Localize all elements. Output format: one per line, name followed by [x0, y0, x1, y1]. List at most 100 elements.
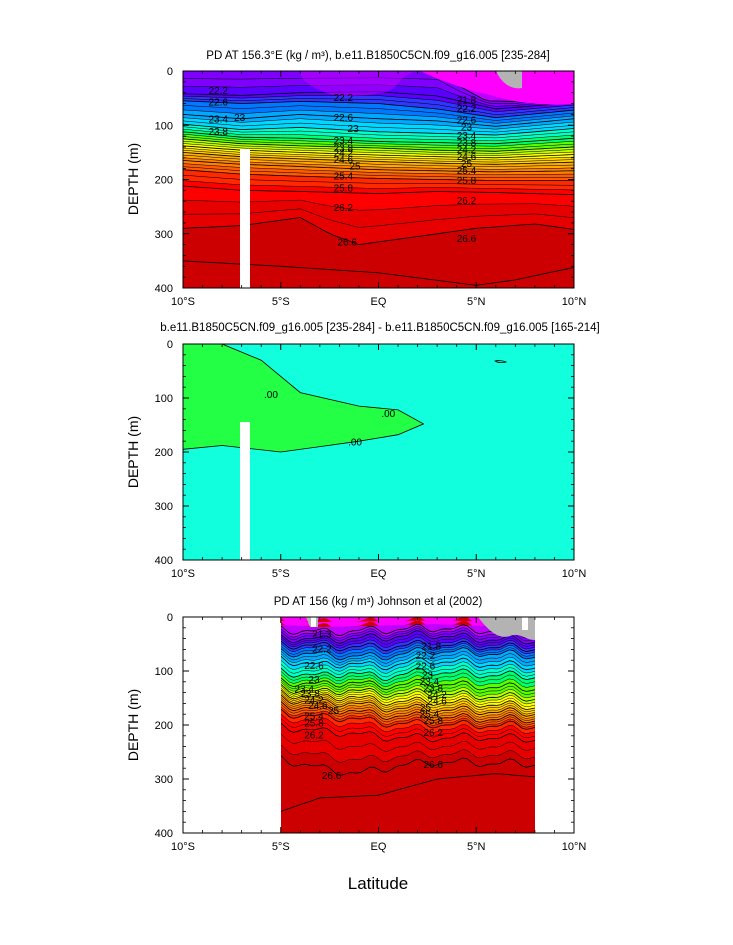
y-tick-label: 0: [167, 612, 173, 624]
x-tick-label: 5°N: [467, 296, 486, 308]
isopycnal-contour-minor: [281, 628, 535, 642]
contour-label: 22.2: [334, 93, 354, 104]
x-tick-label: 10°S: [171, 568, 195, 580]
contour-label: 24.2: [457, 145, 477, 156]
isopycnal-contour-minor: [281, 674, 535, 688]
isopycnal-contour: [281, 647, 535, 661]
isopycnal-contour: [281, 630, 535, 645]
density-band: [183, 166, 574, 181]
density-band-deep: [183, 217, 574, 288]
isopycnal-contour-minor: [281, 697, 535, 719]
contour-label: 23: [348, 124, 360, 135]
density-band: [281, 630, 535, 647]
density-band: [183, 95, 574, 115]
panel-2-contour-labels: .00 .00 .00: [264, 390, 396, 449]
panel-3-white-notch-b: [522, 617, 528, 630]
density-band: [183, 131, 574, 147]
x-tick-label: 5°N: [467, 568, 486, 580]
x-tick-label: 10°S: [171, 841, 195, 853]
density-band: [183, 138, 574, 154]
density-band: [183, 163, 574, 178]
isopycnal-contour: [183, 138, 574, 152]
density-band: [281, 688, 535, 710]
x-tick-label: 10°N: [562, 568, 587, 580]
isopycnal-contour-minor: [281, 733, 535, 752]
contour-label: 21.3: [312, 630, 332, 641]
isopycnal-contour-minor: [183, 128, 574, 142]
contour-label: 24.6: [457, 152, 477, 163]
x-tick-label: EQ: [371, 841, 387, 853]
panel-2-missing-strip: [240, 422, 250, 560]
density-band: [183, 152, 574, 167]
isopycnal-contour-minor: [281, 650, 535, 664]
isopycnal-contour-minor: [281, 681, 535, 699]
contour-label: 26.6: [337, 238, 357, 249]
x-tick-label: 10°S: [171, 296, 195, 308]
density-band: [183, 84, 574, 109]
contour-label: 26.2: [304, 731, 324, 742]
y-tick-label: 100: [155, 120, 173, 132]
y-tick-label: 200: [155, 720, 173, 732]
density-band: [281, 744, 535, 776]
x-tick-label: 5°S: [272, 296, 290, 308]
isopycnal-contour-minor: [281, 693, 535, 715]
contour-label: 25: [420, 703, 432, 714]
contour-label: 22.6: [334, 113, 354, 124]
density-band: [281, 680, 535, 698]
isopycnal-contour: [281, 722, 535, 743]
contour-label: .00: [264, 390, 278, 401]
isopycnal-contour-minor: [281, 663, 535, 678]
y-tick-label: 400: [155, 283, 173, 295]
x-tick-label: EQ: [371, 296, 387, 308]
y-tick-label: 100: [155, 666, 173, 678]
isopycnal-contour: [183, 71, 574, 102]
panel-3-contour-lines: [281, 623, 535, 812]
contour-label: 22.2: [457, 104, 477, 115]
isopycnal-contour-minor: [281, 744, 535, 763]
isopycnal-contour-minor: [281, 687, 535, 708]
x-tick-label: 5°S: [272, 841, 290, 853]
isopycnal-contour-minor: [281, 685, 535, 705]
contour-label: 23: [234, 113, 246, 124]
isopycnal-contour-deep: [281, 773, 535, 812]
contour-label: 22.6: [416, 661, 436, 672]
contour-label: 26.6: [322, 771, 342, 782]
panel-1-pool-blob: [183, 71, 420, 97]
panel-2-difference-section: b.e11.B1850C5CN.f09_g16.005 [235-284] - …: [125, 322, 600, 580]
y-tick-label: 100: [155, 393, 173, 405]
density-band: [183, 77, 574, 107]
contour-label: 25: [349, 162, 361, 173]
panel-1-plot-area: [183, 71, 574, 288]
panel-1-contour-lines: [183, 71, 574, 286]
y-tick-label: 0: [167, 66, 173, 78]
contour-label: 25.8: [457, 176, 477, 187]
panel-2-ylabel: DEPTH (m): [125, 416, 141, 488]
contour-label: 24.2: [304, 695, 324, 706]
contour-label: 24.6: [427, 696, 447, 707]
contour-label: 22.2: [208, 86, 228, 97]
density-band: [183, 114, 574, 130]
density-band: [281, 682, 535, 702]
contour-label: 24.6: [308, 701, 328, 712]
contour-label: 23.8: [457, 138, 477, 149]
density-band: [281, 709, 535, 734]
panel-1-land-mask: [496, 71, 522, 89]
panel-1-contour-labels: 22.222.62323.423.822.222.62323.423.824.2…: [208, 86, 476, 249]
isopycnal-contour: [281, 694, 535, 717]
density-band: [281, 624, 535, 636]
contour-label: 25.4: [420, 709, 440, 720]
contour-label: 23.4: [334, 136, 354, 147]
density-band: [281, 697, 535, 721]
y-tick-label: 300: [155, 229, 173, 241]
density-band: [183, 120, 574, 135]
isopycnal-contour: [281, 640, 535, 652]
isopycnal-contour-minor: [281, 703, 535, 726]
density-band: [183, 169, 574, 186]
contour-label: 23.4: [457, 131, 477, 142]
panel-2-plot-area: [183, 344, 574, 560]
isopycnal-contour-minor: [281, 626, 535, 639]
density-band-deep: [281, 755, 535, 833]
contour-label: 26.6: [457, 234, 477, 245]
panel-3-title: PD AT 156 (kg / m³) Johnson et al (2002): [274, 596, 483, 608]
contour-label: 26.2: [334, 203, 354, 214]
